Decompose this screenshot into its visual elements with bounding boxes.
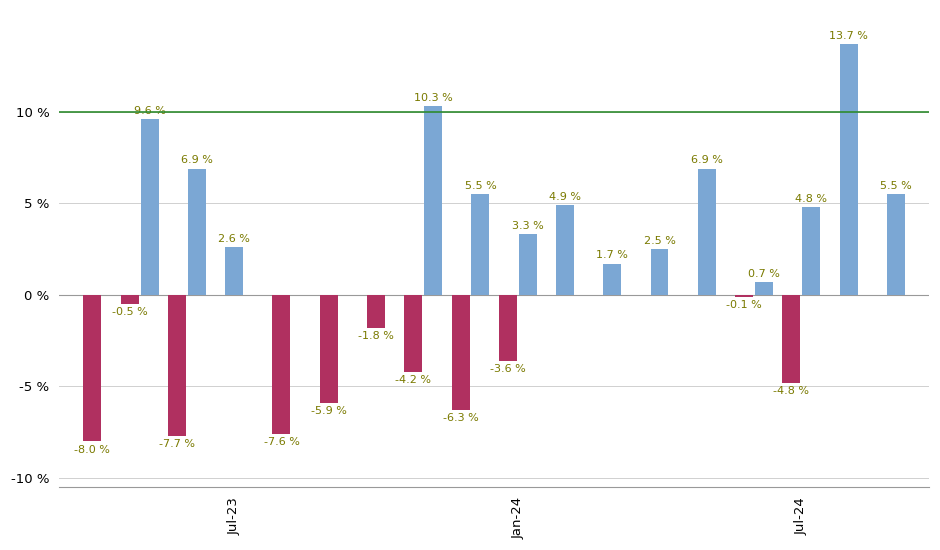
Text: 2.6 %: 2.6 % [218, 234, 250, 244]
Text: 10.3 %: 10.3 % [414, 93, 452, 103]
Bar [886, 194, 905, 295]
Text: 9.6 %: 9.6 % [133, 106, 165, 116]
Text: -8.0 %: -8.0 % [74, 444, 110, 454]
Text: 3.3 %: 3.3 % [511, 221, 543, 231]
Text: -1.8 %: -1.8 % [358, 331, 394, 341]
Bar [603, 263, 621, 295]
Bar [424, 106, 442, 295]
Text: -0.5 %: -0.5 % [112, 307, 148, 317]
Bar [404, 295, 422, 372]
Bar [320, 295, 337, 403]
Bar [141, 119, 159, 295]
Bar [367, 295, 385, 328]
Text: 5.5 %: 5.5 % [880, 181, 912, 191]
Bar [120, 295, 139, 304]
Text: 6.9 %: 6.9 % [691, 155, 723, 165]
Text: 4.8 %: 4.8 % [795, 194, 827, 204]
Bar [782, 295, 800, 383]
Text: -4.2 %: -4.2 % [396, 375, 431, 385]
Bar [735, 295, 753, 296]
Bar [802, 207, 821, 295]
Text: -5.9 %: -5.9 % [311, 406, 347, 416]
Text: 6.9 %: 6.9 % [180, 155, 212, 165]
Bar [755, 282, 773, 295]
Bar [697, 168, 715, 295]
Bar [188, 168, 206, 295]
Bar [650, 249, 668, 295]
Text: -7.7 %: -7.7 % [159, 439, 195, 449]
Text: -4.8 %: -4.8 % [774, 386, 809, 396]
Text: -7.6 %: -7.6 % [263, 437, 299, 447]
Text: 4.9 %: 4.9 % [549, 192, 581, 202]
Bar [273, 295, 290, 434]
Bar [519, 234, 537, 295]
Bar [451, 295, 470, 410]
Text: -3.6 %: -3.6 % [490, 364, 525, 374]
Bar [839, 44, 857, 295]
Text: -6.3 %: -6.3 % [443, 414, 478, 424]
Bar [472, 194, 490, 295]
Bar [226, 248, 243, 295]
Text: 5.5 %: 5.5 % [464, 181, 496, 191]
Text: -0.1 %: -0.1 % [727, 300, 762, 310]
Bar [84, 295, 102, 441]
Bar [499, 295, 517, 361]
Bar [556, 205, 574, 295]
Text: 2.5 %: 2.5 % [644, 236, 676, 246]
Text: 13.7 %: 13.7 % [829, 31, 868, 41]
Text: 0.7 %: 0.7 % [748, 269, 780, 279]
Bar [168, 295, 186, 436]
Text: 1.7 %: 1.7 % [596, 250, 628, 261]
